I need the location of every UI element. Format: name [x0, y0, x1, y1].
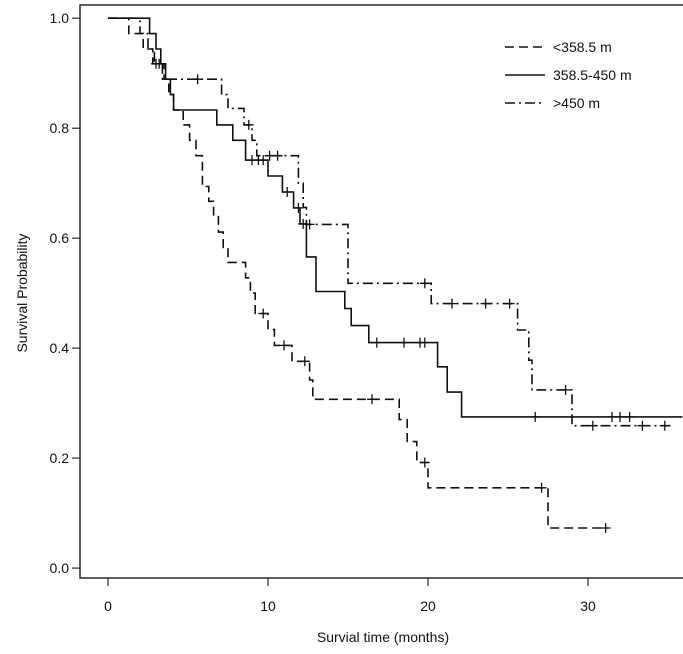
y-axis: 0.0 0.2 0.4 0.6 0.8 1.0: [50, 10, 80, 576]
censor-mark: [587, 420, 598, 431]
censor-mark: [637, 420, 648, 431]
censor-mark: [371, 337, 382, 348]
y-tick-label: 0.0: [50, 560, 70, 576]
x-tick-label: 20: [420, 598, 436, 614]
legend-label-3: >450 m: [553, 95, 600, 111]
censor-mark: [293, 202, 304, 213]
x-axis-label: Survial time (months): [317, 629, 449, 645]
censor-mark: [419, 457, 430, 468]
legend-label-2: 358.5-450 m: [553, 67, 632, 83]
x-tick-label: 10: [260, 598, 276, 614]
x-tick-label: 0: [104, 598, 112, 614]
legend-label-1: <358.5 m: [553, 39, 612, 55]
censor-mark: [154, 58, 165, 69]
censor-mark: [282, 187, 293, 197]
censor-mark: [480, 298, 491, 309]
censor-mark: [304, 219, 315, 230]
y-tick-label: 0.2: [50, 450, 70, 466]
survival-curve-1: [108, 17, 608, 529]
censor-mark: [258, 308, 269, 319]
plot-frame: [79, 4, 683, 579]
censor-mark: [659, 420, 670, 431]
y-tick-label: 0.4: [50, 340, 70, 356]
y-tick-label: 0.6: [50, 230, 70, 246]
censor-mark: [419, 337, 430, 348]
legend: <358.5 m 358.5-450 m >450 m: [505, 39, 632, 111]
censor-mark: [530, 411, 541, 422]
legend-entry-3: >450 m: [505, 95, 600, 111]
censor-mark: [399, 337, 409, 348]
censor-mark: [624, 411, 635, 422]
censor-mark: [504, 298, 515, 309]
censor-mark: [243, 119, 254, 130]
survival-curve-2: [108, 17, 683, 418]
x-axis: 0 10 20 30: [104, 578, 596, 614]
legend-entry-2: 358.5-450 m: [505, 67, 632, 83]
censor-mark: [272, 150, 283, 161]
censor-mark: [299, 356, 310, 367]
censor-mark: [600, 523, 611, 533]
y-tick-label: 0.8: [50, 120, 70, 136]
censor-mark: [419, 278, 430, 289]
x-tick-label: 30: [580, 598, 596, 614]
censor-mark: [367, 394, 377, 405]
y-axis-label: Survival Probability: [14, 233, 30, 352]
censor-mark: [536, 482, 547, 493]
censor-mark: [279, 340, 289, 351]
censor-mark: [192, 74, 203, 85]
legend-entry-1: <358.5 m: [505, 39, 612, 55]
plot-area: [108, 17, 683, 533]
censor-mark: [615, 411, 625, 422]
censor-mark: [447, 298, 457, 309]
censor-mark: [258, 155, 269, 166]
censor-mark: [560, 384, 571, 395]
y-tick-label: 1.0: [50, 10, 70, 26]
